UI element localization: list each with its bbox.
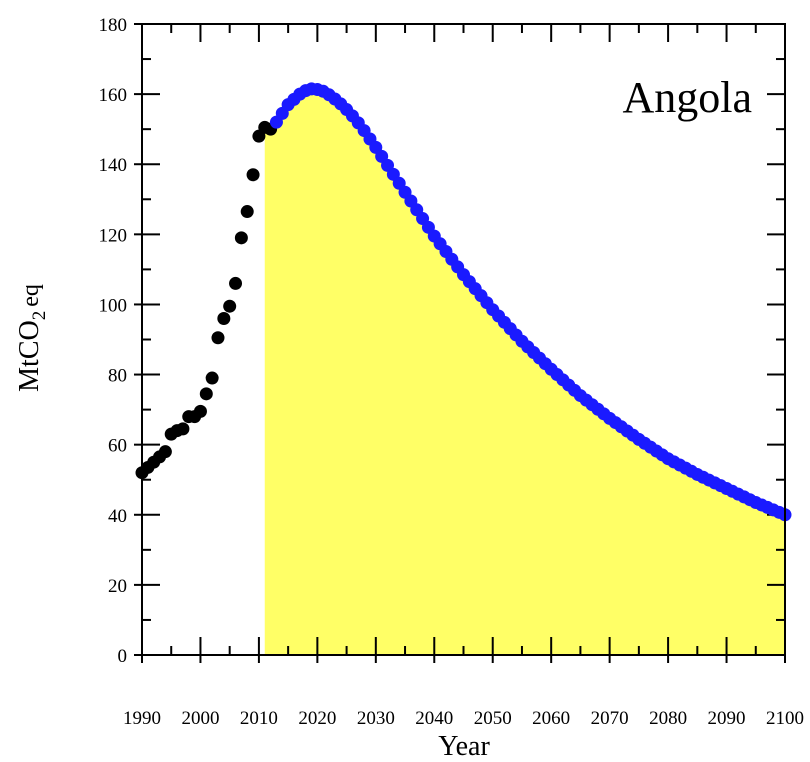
y-tick-label: 160	[99, 85, 128, 106]
projection-point	[743, 493, 757, 507]
y-tick-labels: 0 20 40 60 80 100 120 140 160 180	[99, 15, 128, 667]
projection-point	[509, 328, 523, 342]
y-tick-label: 0	[118, 646, 128, 667]
x-tick-label: 2030	[357, 708, 395, 729]
projection-point	[684, 464, 698, 478]
x-tick-label: 2010	[240, 708, 278, 729]
y-tick-label: 20	[108, 576, 127, 597]
x-tick-label: 2020	[298, 708, 336, 729]
y-axis-title-suffix: eq	[18, 284, 44, 307]
historical-point	[229, 276, 243, 290]
y-tick-label: 60	[108, 436, 127, 457]
historical-point	[223, 299, 237, 313]
historical-point	[217, 311, 231, 325]
x-tick-label: 2100	[766, 708, 804, 729]
projection-point	[655, 448, 669, 462]
historical-point	[193, 404, 207, 418]
x-tick-label: 2080	[649, 708, 687, 729]
x-tick-labels: 1990 2000 2010 2020 2030 2040 2050 2060 2070 2080…	[123, 708, 804, 729]
x-tick-label: 2040	[415, 708, 453, 729]
data-points	[135, 82, 792, 522]
historical-point	[240, 205, 254, 219]
projection-point	[597, 407, 611, 421]
y-axis-title-main: MtCO	[14, 320, 45, 392]
projection-shaded-area	[264, 88, 786, 655]
shaded-area-polygon	[264, 88, 786, 655]
historical-point	[199, 387, 213, 401]
x-tick-label: 2070	[591, 708, 629, 729]
historical-point	[211, 331, 225, 345]
x-tick-label: 2000	[181, 708, 219, 729]
y-tick-label: 100	[99, 295, 128, 316]
projection-point	[568, 383, 582, 397]
projection-point	[421, 220, 435, 234]
y-tick-label: 120	[99, 225, 128, 246]
x-tick-label: 2090	[708, 708, 746, 729]
historical-point	[158, 445, 172, 459]
y-tick-label: 80	[108, 366, 127, 387]
x-tick-label: 1990	[123, 708, 161, 729]
projection-point	[626, 428, 640, 442]
projection-point	[480, 296, 494, 310]
historical-point	[246, 168, 260, 182]
historical-point	[176, 422, 190, 436]
y-axis-title: MtCO2 eq	[14, 284, 50, 392]
plot-frame	[141, 23, 786, 656]
projection-point	[451, 260, 465, 274]
y-axis-title-subscript: 2	[29, 311, 50, 321]
y-tick-label: 180	[99, 15, 128, 36]
x-axis-title: Year	[438, 731, 490, 762]
projection-point	[772, 505, 786, 519]
projection-point	[538, 357, 552, 371]
chart-country-label: Angola	[622, 73, 752, 122]
historical-point	[234, 231, 248, 245]
historical-point	[205, 371, 219, 385]
projection-point	[714, 479, 728, 493]
y-tick-label: 140	[99, 155, 128, 176]
x-tick-label: 2050	[474, 708, 512, 729]
y-tick-label: 40	[108, 506, 127, 527]
projection-point	[392, 176, 406, 190]
x-tick-label: 2060	[532, 708, 570, 729]
